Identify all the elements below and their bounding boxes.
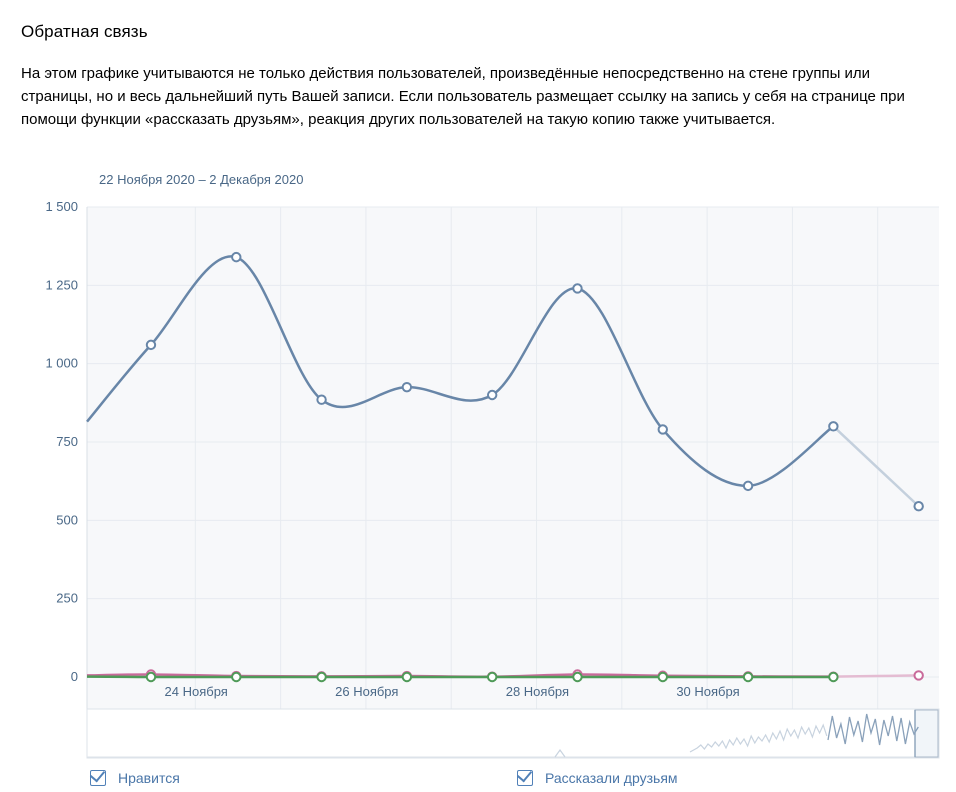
y-tick-label: 1 000 [45,356,78,371]
y-tick-label: 500 [56,512,78,527]
navigator-sparkline-recent [827,713,919,746]
data-point [742,671,754,683]
data-point [145,339,157,351]
data-point [657,671,668,683]
data-point [401,381,413,393]
data-point [316,394,327,405]
legend-shares-label: Рассказали друзьям [545,770,678,786]
y-tick-label: 250 [56,591,78,606]
data-point [486,671,498,683]
navigator-sparkline [554,723,828,758]
data-point [828,671,839,683]
data-point [572,283,583,294]
legend-item-shares[interactable]: Рассказали друзьям [517,770,678,786]
series-pink-line-faded [833,674,919,678]
shares-checkbox[interactable] [517,770,533,786]
y-tick-label: 750 [56,434,78,449]
section-title: Обратная связь [21,22,148,41]
legend-likes-label: Нравится [118,770,180,786]
data-point [231,671,242,683]
y-tick-label: 0 [71,669,78,684]
x-tick-label: 26 Ноября [335,684,398,699]
likes-checkbox[interactable] [90,770,106,786]
data-point [316,671,327,683]
data-point [913,670,924,681]
series-main-line [86,255,835,488]
data-point [828,421,839,432]
y-tick-label: 1 250 [45,277,78,292]
navigator-frame [86,708,940,759]
legend-item-likes[interactable]: Нравится [90,770,180,786]
data-point [486,389,498,401]
plot-background [87,207,939,709]
data-point [742,480,754,492]
data-point [401,671,413,683]
x-tick-label: 30 Ноября [676,684,739,699]
y-tick-label: 1 500 [45,199,78,214]
data-point [657,424,668,435]
x-tick-label: 24 Ноября [165,684,228,699]
navigator-selection-window [914,709,939,758]
data-point [913,501,924,512]
data-point [145,671,157,683]
date-range-label[interactable]: 22 Ноября 2020 – 2 Декабря 2020 [99,172,304,187]
x-tick-label: 28 Ноября [506,684,569,699]
series-main-line-faded [832,425,920,508]
section-description: На этом графике учитываются не только де… [21,65,905,128]
data-point [231,251,242,263]
data-point [572,671,583,683]
